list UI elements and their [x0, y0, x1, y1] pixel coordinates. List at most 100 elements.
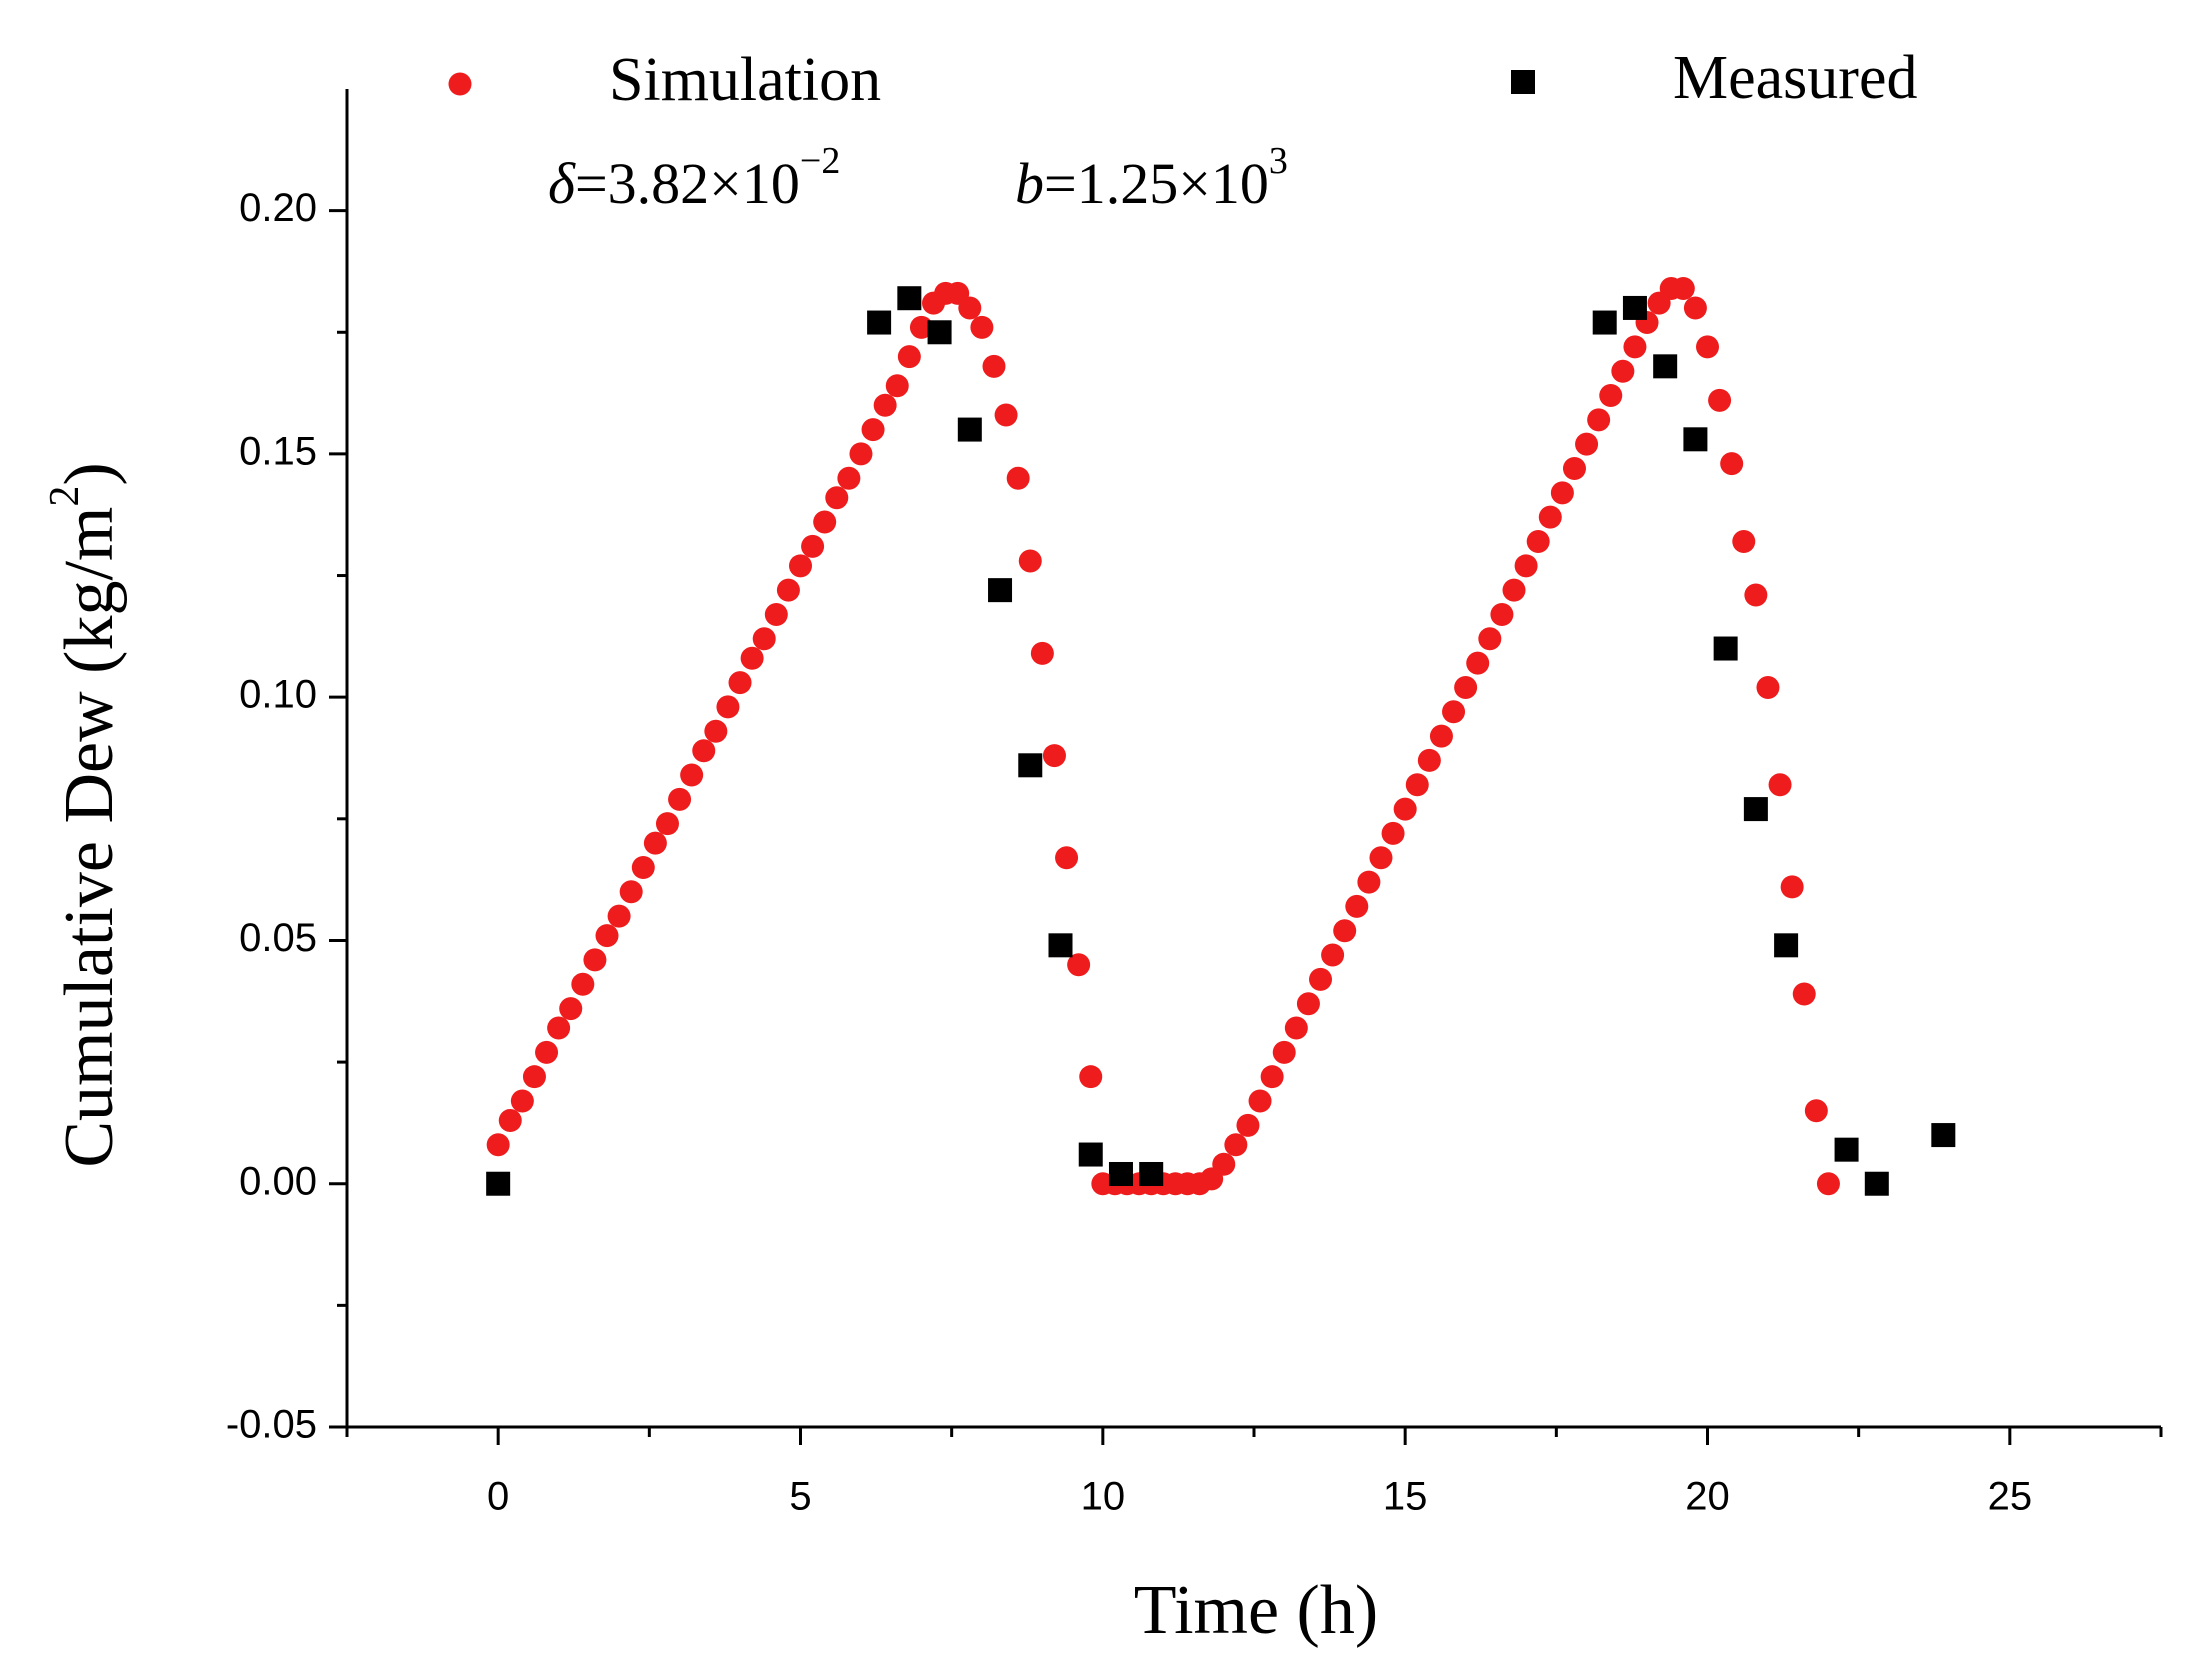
y-tick-label: 0.00 [239, 1159, 317, 1203]
marker [897, 286, 922, 311]
marker [1713, 636, 1738, 661]
marker [1212, 1152, 1236, 1176]
marker [1381, 821, 1405, 845]
marker [970, 315, 994, 339]
marker [1236, 1113, 1260, 1137]
marker [655, 812, 679, 836]
marker [1931, 1123, 1956, 1148]
marker [1744, 583, 1768, 607]
marker [668, 787, 692, 811]
marker [1756, 675, 1780, 699]
legend-label: Simulation [609, 46, 881, 114]
marker [1321, 943, 1345, 967]
marker [692, 739, 716, 763]
marker [776, 578, 800, 602]
marker [1042, 744, 1066, 768]
marker [927, 320, 952, 345]
marker [1780, 875, 1804, 899]
marker [595, 924, 619, 948]
x-tick-label: 5 [789, 1475, 811, 1519]
x-tick-label: 25 [1988, 1475, 2033, 1519]
marker [1030, 641, 1054, 665]
y-tick-label: 0.15 [239, 429, 317, 473]
marker [1864, 1171, 1889, 1196]
marker [982, 354, 1006, 378]
marker [1774, 933, 1799, 958]
marker [1405, 773, 1429, 797]
legend-marker [1511, 70, 1535, 94]
marker [1333, 919, 1357, 943]
y-axis-label-text: Cumulative Dew (kg/m [51, 507, 128, 1168]
annotation-symbol: δ [548, 151, 576, 216]
marker [958, 296, 982, 320]
marker [1369, 846, 1393, 870]
y-axis-label: Cumulative Dew (kg/m2) [42, 462, 128, 1167]
annotation-text: =1.25×10 [1044, 151, 1269, 216]
marker [764, 602, 788, 626]
marker [1429, 724, 1453, 748]
marker [631, 855, 655, 879]
marker [1768, 773, 1792, 797]
marker [704, 719, 728, 743]
marker [1720, 452, 1744, 476]
x-axis-label: Time (h) [1134, 1572, 1378, 1649]
marker [559, 997, 583, 1021]
marker [1708, 388, 1732, 412]
marker [1006, 466, 1030, 490]
marker [957, 417, 982, 442]
marker [1490, 602, 1514, 626]
marker [740, 646, 764, 670]
marker [1816, 1172, 1840, 1196]
marker [1622, 295, 1647, 320]
marker [867, 310, 892, 335]
marker [861, 418, 885, 442]
marker [1683, 296, 1707, 320]
marker [1466, 651, 1490, 675]
y-tick-label: 0.05 [239, 916, 317, 960]
marker [1696, 335, 1719, 359]
annotation: δ=3.82×10−2 [548, 140, 840, 217]
x-tick-label: 10 [1081, 1475, 1126, 1519]
marker [643, 831, 667, 855]
marker [1139, 1161, 1164, 1186]
marker [1067, 953, 1091, 977]
marker [1284, 1016, 1308, 1040]
marker [909, 315, 933, 339]
marker [1538, 505, 1562, 529]
y-axis-label-exponent: 2 [42, 486, 88, 507]
y-tick-label: 0.20 [239, 186, 317, 230]
marker [1309, 967, 1333, 991]
marker [994, 403, 1018, 427]
marker [1592, 310, 1617, 335]
marker [988, 578, 1013, 603]
marker [1653, 354, 1678, 379]
marker [1671, 276, 1695, 300]
marker [873, 393, 897, 417]
marker [789, 554, 812, 578]
y-axis-label-close: ) [51, 462, 128, 485]
marker [1587, 408, 1611, 432]
marker [680, 763, 704, 787]
x-tick-label: 15 [1383, 1475, 1428, 1519]
annotation: b=1.25×103 [1015, 140, 1288, 217]
marker [1296, 992, 1320, 1016]
marker [897, 345, 921, 369]
marker [1357, 870, 1381, 894]
marker [716, 695, 740, 719]
marker [535, 1040, 559, 1064]
marker [1514, 554, 1538, 578]
annotation-exponent: −2 [800, 140, 840, 182]
marker [849, 442, 873, 466]
marker [728, 671, 752, 695]
marker [547, 1016, 571, 1040]
marker [1018, 549, 1042, 573]
marker [1248, 1089, 1272, 1113]
marker [885, 374, 909, 398]
marker [1611, 359, 1635, 383]
marker [1079, 1065, 1103, 1089]
marker [1732, 529, 1756, 553]
marker [583, 948, 607, 972]
marker [801, 534, 825, 558]
marker [1502, 578, 1526, 602]
